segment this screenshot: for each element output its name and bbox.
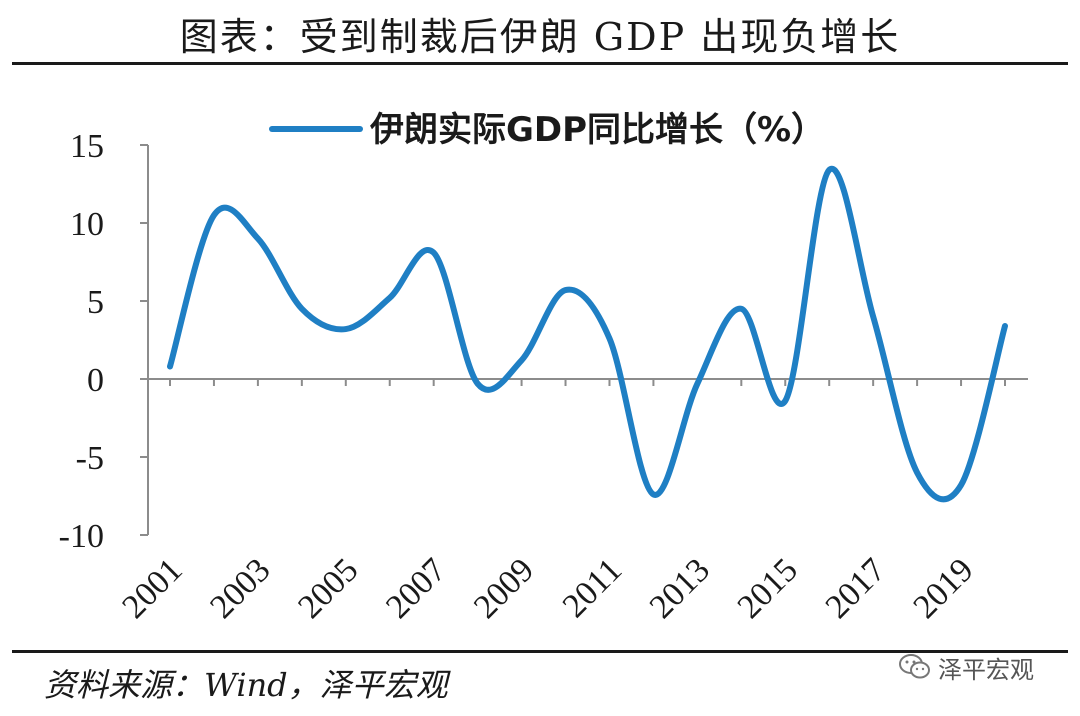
- top-divider: [12, 62, 1068, 65]
- chart-legend: 伊朗实际GDP同比增长（%）: [269, 110, 825, 150]
- x-tick-label: 2007: [379, 551, 453, 625]
- series-group: [167, 165, 1008, 503]
- x-tick-label: 2005: [291, 551, 365, 625]
- wechat-icon: [899, 654, 930, 679]
- y-axis-labels: 15 10 5 0 -5 -10: [59, 128, 104, 555]
- page-title: 图表：受到制裁后伊朗 GDP 出现负增长: [179, 15, 901, 59]
- x-tick-label: 2011: [556, 551, 629, 624]
- x-tick-label: 2013: [643, 551, 717, 625]
- bottom-divider: [12, 650, 1068, 653]
- chart-axes: [140, 144, 1028, 536]
- x-axis-labels: 2001 2003 2005 2007 2009 2011 2013 2015 2017 2019: [115, 551, 980, 625]
- y-tick-label: -10: [59, 518, 104, 555]
- series-line-gdp-growth: [167, 165, 1008, 503]
- x-tick-label: 2019: [906, 551, 980, 625]
- x-tick-label: 2009: [467, 551, 541, 625]
- x-tick-label: 2017: [819, 551, 893, 625]
- legend-label: 伊朗实际GDP同比增长（%）: [369, 110, 825, 150]
- y-tick-label: 15: [70, 128, 104, 165]
- y-tick-label: 5: [87, 284, 104, 321]
- brand-watermark: 泽平宏观: [898, 650, 1034, 684]
- source-note: 资料来源：Wind，泽平宏观: [44, 666, 448, 704]
- x-tick-label: 2003: [203, 551, 277, 625]
- y-tick-label: -5: [76, 440, 104, 477]
- x-tick-label: 2001: [115, 551, 189, 625]
- y-tick-label: 0: [87, 362, 104, 399]
- x-tick-label: 2015: [731, 551, 805, 625]
- brand-text: 泽平宏观: [938, 655, 1034, 684]
- y-tick-label: 10: [70, 206, 104, 243]
